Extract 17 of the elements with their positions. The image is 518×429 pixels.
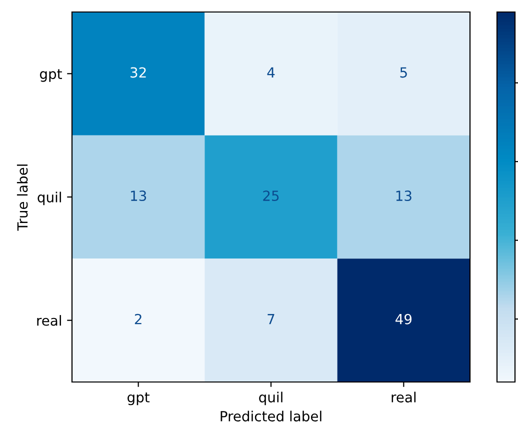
data-label: 25 bbox=[263, 190, 279, 202]
data-label: 4 bbox=[267, 67, 275, 78]
y-tick-label: quil bbox=[38, 192, 61, 206]
data-label: 49 bbox=[396, 314, 412, 324]
data-label: 32 bbox=[130, 67, 146, 78]
x-tick-label: quil bbox=[259, 392, 282, 406]
data-label: 7 bbox=[268, 314, 274, 324]
data-label: 2 bbox=[134, 314, 142, 324]
data-label: 13 bbox=[396, 190, 412, 202]
y-tick-label: gpt bbox=[40, 69, 62, 82]
y-axis-title: True label bbox=[16, 164, 28, 231]
y-tick-label: real bbox=[37, 315, 61, 326]
x-axis-title: Predicted label bbox=[220, 410, 322, 422]
data-label: 13 bbox=[131, 190, 146, 202]
x-tick-label: real bbox=[392, 392, 416, 402]
data-label: 5 bbox=[400, 67, 407, 78]
x-tick-label: gpt bbox=[128, 392, 150, 406]
